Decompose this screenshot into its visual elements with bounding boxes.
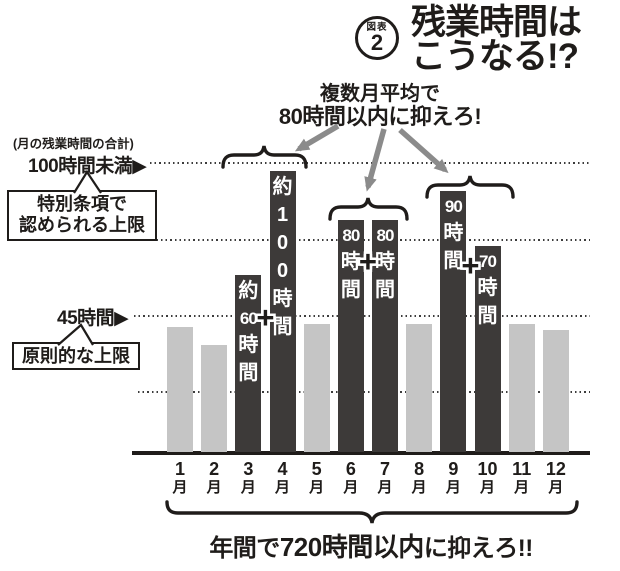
arrow-to-jun-jul-icon: [364, 128, 387, 192]
limit-45-label: 45時間▶: [57, 308, 129, 329]
gridline-lower: [138, 391, 590, 393]
plus-icon: +: [461, 248, 480, 283]
month-tick-10: 10 月: [477, 459, 498, 497]
page-title: 残業時間は こうなる!?: [411, 3, 582, 76]
gridline-100h: [150, 162, 590, 164]
month-tick-12: 12 月: [545, 459, 566, 497]
title-line-1: 残業時間は: [411, 3, 582, 42]
callout-line-2: 80時間以内に抑えろ!: [278, 104, 482, 129]
annual-limit-prefix: 年間で: [209, 535, 280, 562]
callout-line-1: 複数月平均で: [320, 83, 440, 105]
limit-100-label: 100時間未満▶: [28, 156, 147, 177]
bar-month-8: [406, 324, 433, 452]
annual-limit-strong: 720時間以内: [279, 532, 424, 562]
bar-month-12: [542, 330, 569, 452]
arrow-to-sep-oct-icon: [398, 127, 449, 174]
monthly-total-note: (月の残業時間の合計): [13, 137, 134, 151]
bar-month-5: [303, 324, 330, 452]
multi-month-callout: 複数月平均で 80時間以内に抑えろ!: [260, 83, 500, 129]
annual-limit-suffix: に抑えろ!!: [423, 535, 533, 562]
special-provision-line-2: 認められる上限: [19, 215, 145, 235]
gridline-upper-mid: [138, 239, 590, 241]
arrow-to-mar-apr-icon: [294, 123, 340, 152]
bar-month-10: 70 時間: [474, 246, 501, 452]
figure-badge-label: 図表: [366, 22, 388, 33]
figure-number-badge: 図表 2: [355, 16, 399, 60]
plus-icon: +: [256, 300, 275, 335]
bar-month-7: 80 時間: [372, 220, 399, 452]
plus-icon: +: [358, 244, 377, 279]
underbrace-year: [165, 500, 579, 524]
bar-value-label: 80 時間: [375, 226, 396, 301]
bar-value-label: 90 時間: [443, 197, 464, 272]
x-axis-line: [132, 451, 590, 455]
bar-month-1: [167, 327, 193, 452]
principle-limit-bubble: 原則的な上限: [12, 342, 140, 370]
special-provision-bubble: 特別条項で 認められる上限: [7, 190, 157, 241]
bar-month-11: [508, 324, 535, 452]
annual-limit-text: 年間で720時間以内に抑えろ!!: [132, 527, 610, 564]
bar-month-3: 約 60 時間: [235, 275, 262, 452]
bar-value-label: 70 時間: [477, 252, 498, 328]
title-line-2: こうなる!?: [411, 37, 579, 76]
overbrace-jun-jul: [328, 197, 409, 221]
bar-value-label: 約 60 時間: [238, 280, 259, 385]
figure-badge-number: 2: [370, 30, 384, 55]
bar-month-6: 80 時間: [337, 220, 364, 452]
bar-month-2: [201, 344, 228, 452]
special-provision-line-1: 特別条項で: [37, 194, 127, 214]
bar-value-label: 80 時間: [340, 226, 361, 301]
bar-month-9: 90 時間: [440, 191, 467, 452]
month-tick-11: 11 月: [512, 459, 532, 497]
